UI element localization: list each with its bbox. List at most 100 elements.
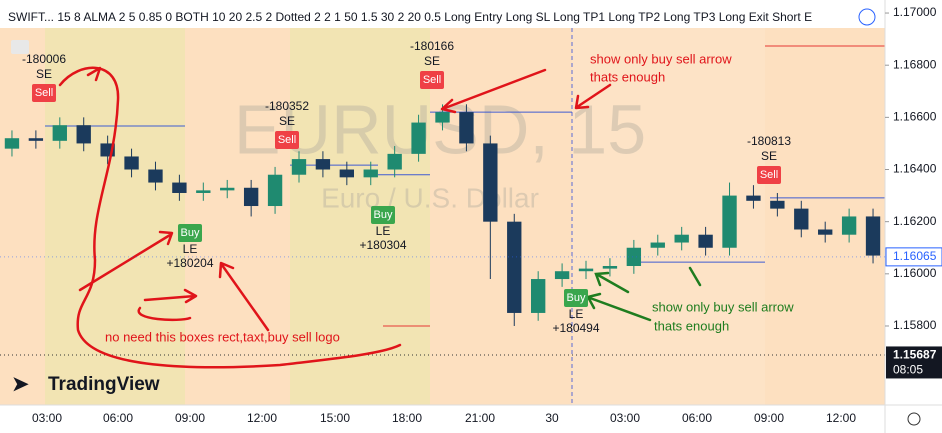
annotation: show only buy sell arrow: [652, 299, 794, 314]
signal-label: Buy: [181, 227, 200, 239]
signal-code: LE: [183, 242, 198, 256]
candle-body: [435, 112, 450, 123]
y-tick-label: 1.16200: [893, 214, 937, 228]
candle-body: [52, 125, 67, 141]
candle-body: [841, 216, 857, 235]
x-tick-label: 03:00: [610, 411, 640, 425]
signal-code: SE: [424, 54, 440, 68]
candle-body: [674, 234, 689, 243]
x-tick-label: 12:00: [826, 411, 856, 425]
signal-label: Sell: [35, 87, 53, 99]
annotation: thats enough: [654, 318, 729, 333]
x-tick-label: 15:00: [320, 411, 350, 425]
signal-amount: +180304: [359, 238, 406, 252]
annotation: thats enough: [590, 69, 665, 84]
settings-gear[interactable]: [907, 412, 921, 426]
signal-badge: [275, 131, 299, 149]
cursor-price-box: [886, 346, 942, 379]
signal-badge: [371, 206, 395, 224]
x-tick-label: 03:00: [32, 411, 62, 425]
candle-body: [315, 159, 331, 170]
candle-body: [554, 271, 570, 280]
x-tick-label: 09:00: [754, 411, 784, 425]
annotation: no need this boxes rect,taxt,buy sell lo…: [105, 329, 340, 344]
signal-label: Buy: [567, 292, 586, 304]
candle-body: [602, 266, 618, 269]
candle-body: [818, 229, 833, 235]
candle-body: [291, 159, 307, 175]
settings-icon[interactable]: [858, 8, 876, 26]
candle-body: [76, 125, 91, 144]
signal-code: SE: [36, 67, 52, 81]
signal-badge: [32, 84, 56, 102]
x-tick-label: 09:00: [175, 411, 205, 425]
zone: [45, 28, 185, 405]
candle-body: [531, 279, 546, 313]
signal-amount: -180813: [747, 134, 791, 148]
candle-body: [4, 138, 20, 149]
candle-body: [650, 242, 665, 248]
candle-body: [722, 195, 737, 248]
signal-code: LE: [376, 224, 391, 238]
x-tick-label: 21:00: [465, 411, 495, 425]
signal-code: LE: [569, 307, 584, 321]
candle-body: [28, 138, 44, 141]
candle-body: [387, 153, 402, 170]
candle-body: [865, 216, 881, 256]
signal-amount: -180166: [410, 39, 454, 53]
y-tick-label: 1.16800: [893, 57, 937, 71]
candle-body: [770, 200, 785, 209]
zone: [430, 28, 572, 405]
signal-label: Sell: [278, 134, 296, 146]
annotation: show only buy sell arrow: [590, 51, 732, 66]
zone: [765, 28, 885, 405]
candle-body: [794, 208, 809, 230]
candle-body: [578, 268, 594, 272]
y-tick-label: 1.15800: [893, 318, 937, 332]
x-tick-label: 12:00: [247, 411, 277, 425]
logo: ➤: [12, 373, 29, 395]
x-tick-label: 06:00: [103, 411, 133, 425]
last-price-label: 1.16065: [893, 249, 937, 263]
annotations-drawing: [58, 66, 702, 369]
candle-body: [267, 174, 283, 207]
candle-body: [339, 169, 354, 178]
signal-badge: [564, 289, 588, 307]
cursor-time-label: 08:05: [893, 363, 923, 377]
signal-amount: -180006: [22, 52, 66, 66]
y-tick-label: 1.16600: [893, 110, 937, 124]
candle-body: [507, 221, 522, 313]
signal-amount: +180494: [552, 321, 599, 335]
signal-amount: -180352: [265, 99, 309, 113]
collapse-button[interactable]: [11, 40, 29, 54]
x-tick-label: 30: [545, 411, 559, 425]
signal-badge: [178, 224, 202, 242]
y-tick-label: 1.17000: [893, 5, 937, 19]
zone: [185, 28, 290, 405]
candle-body: [459, 112, 474, 144]
candle-body: [124, 156, 139, 170]
candle-body: [746, 195, 761, 201]
last-price-box: [885, 247, 942, 267]
signal-code: SE: [279, 114, 295, 128]
cursor-price-label: 1.15687: [893, 348, 937, 362]
candle-body: [243, 187, 259, 207]
time-axis: [0, 405, 885, 433]
candle-body: [363, 169, 378, 178]
plot: [4, 104, 885, 326]
candle-body: [411, 122, 426, 154]
signal-label: Buy: [374, 209, 393, 221]
signal-code: SE: [761, 149, 777, 163]
candle-body: [483, 143, 498, 222]
candle-body: [698, 234, 713, 248]
header-bg: [0, 0, 885, 28]
candle-body: [626, 247, 642, 267]
signal-label: Sell: [760, 169, 778, 181]
signal-badge: [757, 166, 781, 184]
indicator-header: SWIFT... 15 8 ALMA 2 5 0.85 0 BOTH 10 20…: [8, 10, 812, 24]
zone: [290, 28, 430, 405]
y-tick-label: 1.16000: [893, 266, 937, 280]
x-tick-label: 18:00: [392, 411, 422, 425]
signal-amount: +180204: [166, 256, 213, 270]
